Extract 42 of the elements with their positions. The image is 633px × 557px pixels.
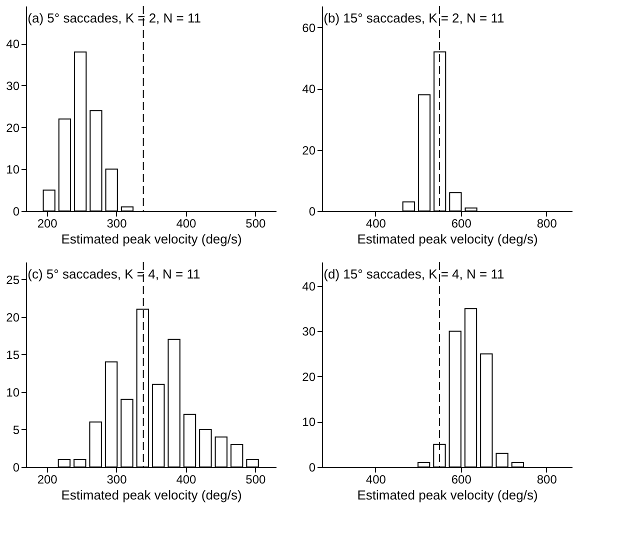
x-tick-label: 800 [536,472,558,486]
x-tick-label: 300 [106,216,128,230]
x-tick-label: 800 [536,216,558,230]
y-tick-label: 30 [6,78,20,93]
x-axis-title: Estimated peak velocity (deg/s) [357,488,538,502]
y-tick-label: 15 [6,348,20,362]
y-tick-label: 0 [12,460,20,474]
y-tick-label: 20 [302,143,316,158]
y-tick-label: 10 [6,385,20,400]
x-tick-label: 200 [37,472,58,486]
x-tick-label: 400 [176,216,197,230]
y-tick-label: 5 [12,422,20,437]
y-tick-label: 40 [6,37,20,52]
y-tick-label: 10 [302,415,316,430]
y-tick-label: 60 [302,20,316,35]
x-tick-label: 500 [246,216,266,230]
x-tick-label: 400 [366,472,386,486]
x-tick-label: 300 [106,472,128,486]
x-tick-label: 500 [246,472,266,486]
x-axis-title: Estimated peak velocity (deg/s) [61,232,242,246]
y-tick-label: 20 [6,120,20,135]
y-tick-label: 40 [302,82,316,96]
x-axis-title: Estimated peak velocity (deg/s) [357,232,538,246]
y-tick-label: 20 [302,370,316,384]
x-tick-label: 400 [176,472,197,486]
y-tick-label: 20 [6,310,20,324]
chart-title: (a) 5° saccades, K = 2, N = 11 [28,10,201,26]
y-tick-label: 0 [12,204,20,218]
x-tick-label: 600 [451,472,472,486]
y-tick-label: 25 [6,272,20,287]
x-tick-label: 200 [37,216,58,230]
x-axis-title: Estimated peak velocity (deg/s) [61,488,242,502]
x-tick-label: 400 [366,216,386,230]
chart-title: (d) 15° saccades, K = 4, N = 11 [324,266,504,282]
y-tick-label: 30 [302,324,316,339]
y-tick-label: 0 [308,204,316,218]
y-tick-label: 40 [302,279,316,294]
y-tick-label: 0 [308,460,316,474]
y-tick-label: 10 [6,162,20,177]
chart-title: (c) 5° saccades, K = 4, N = 11 [28,266,200,282]
x-tick-label: 600 [451,216,472,230]
chart-title: (b) 15° saccades, K = 2, N = 11 [324,10,504,26]
